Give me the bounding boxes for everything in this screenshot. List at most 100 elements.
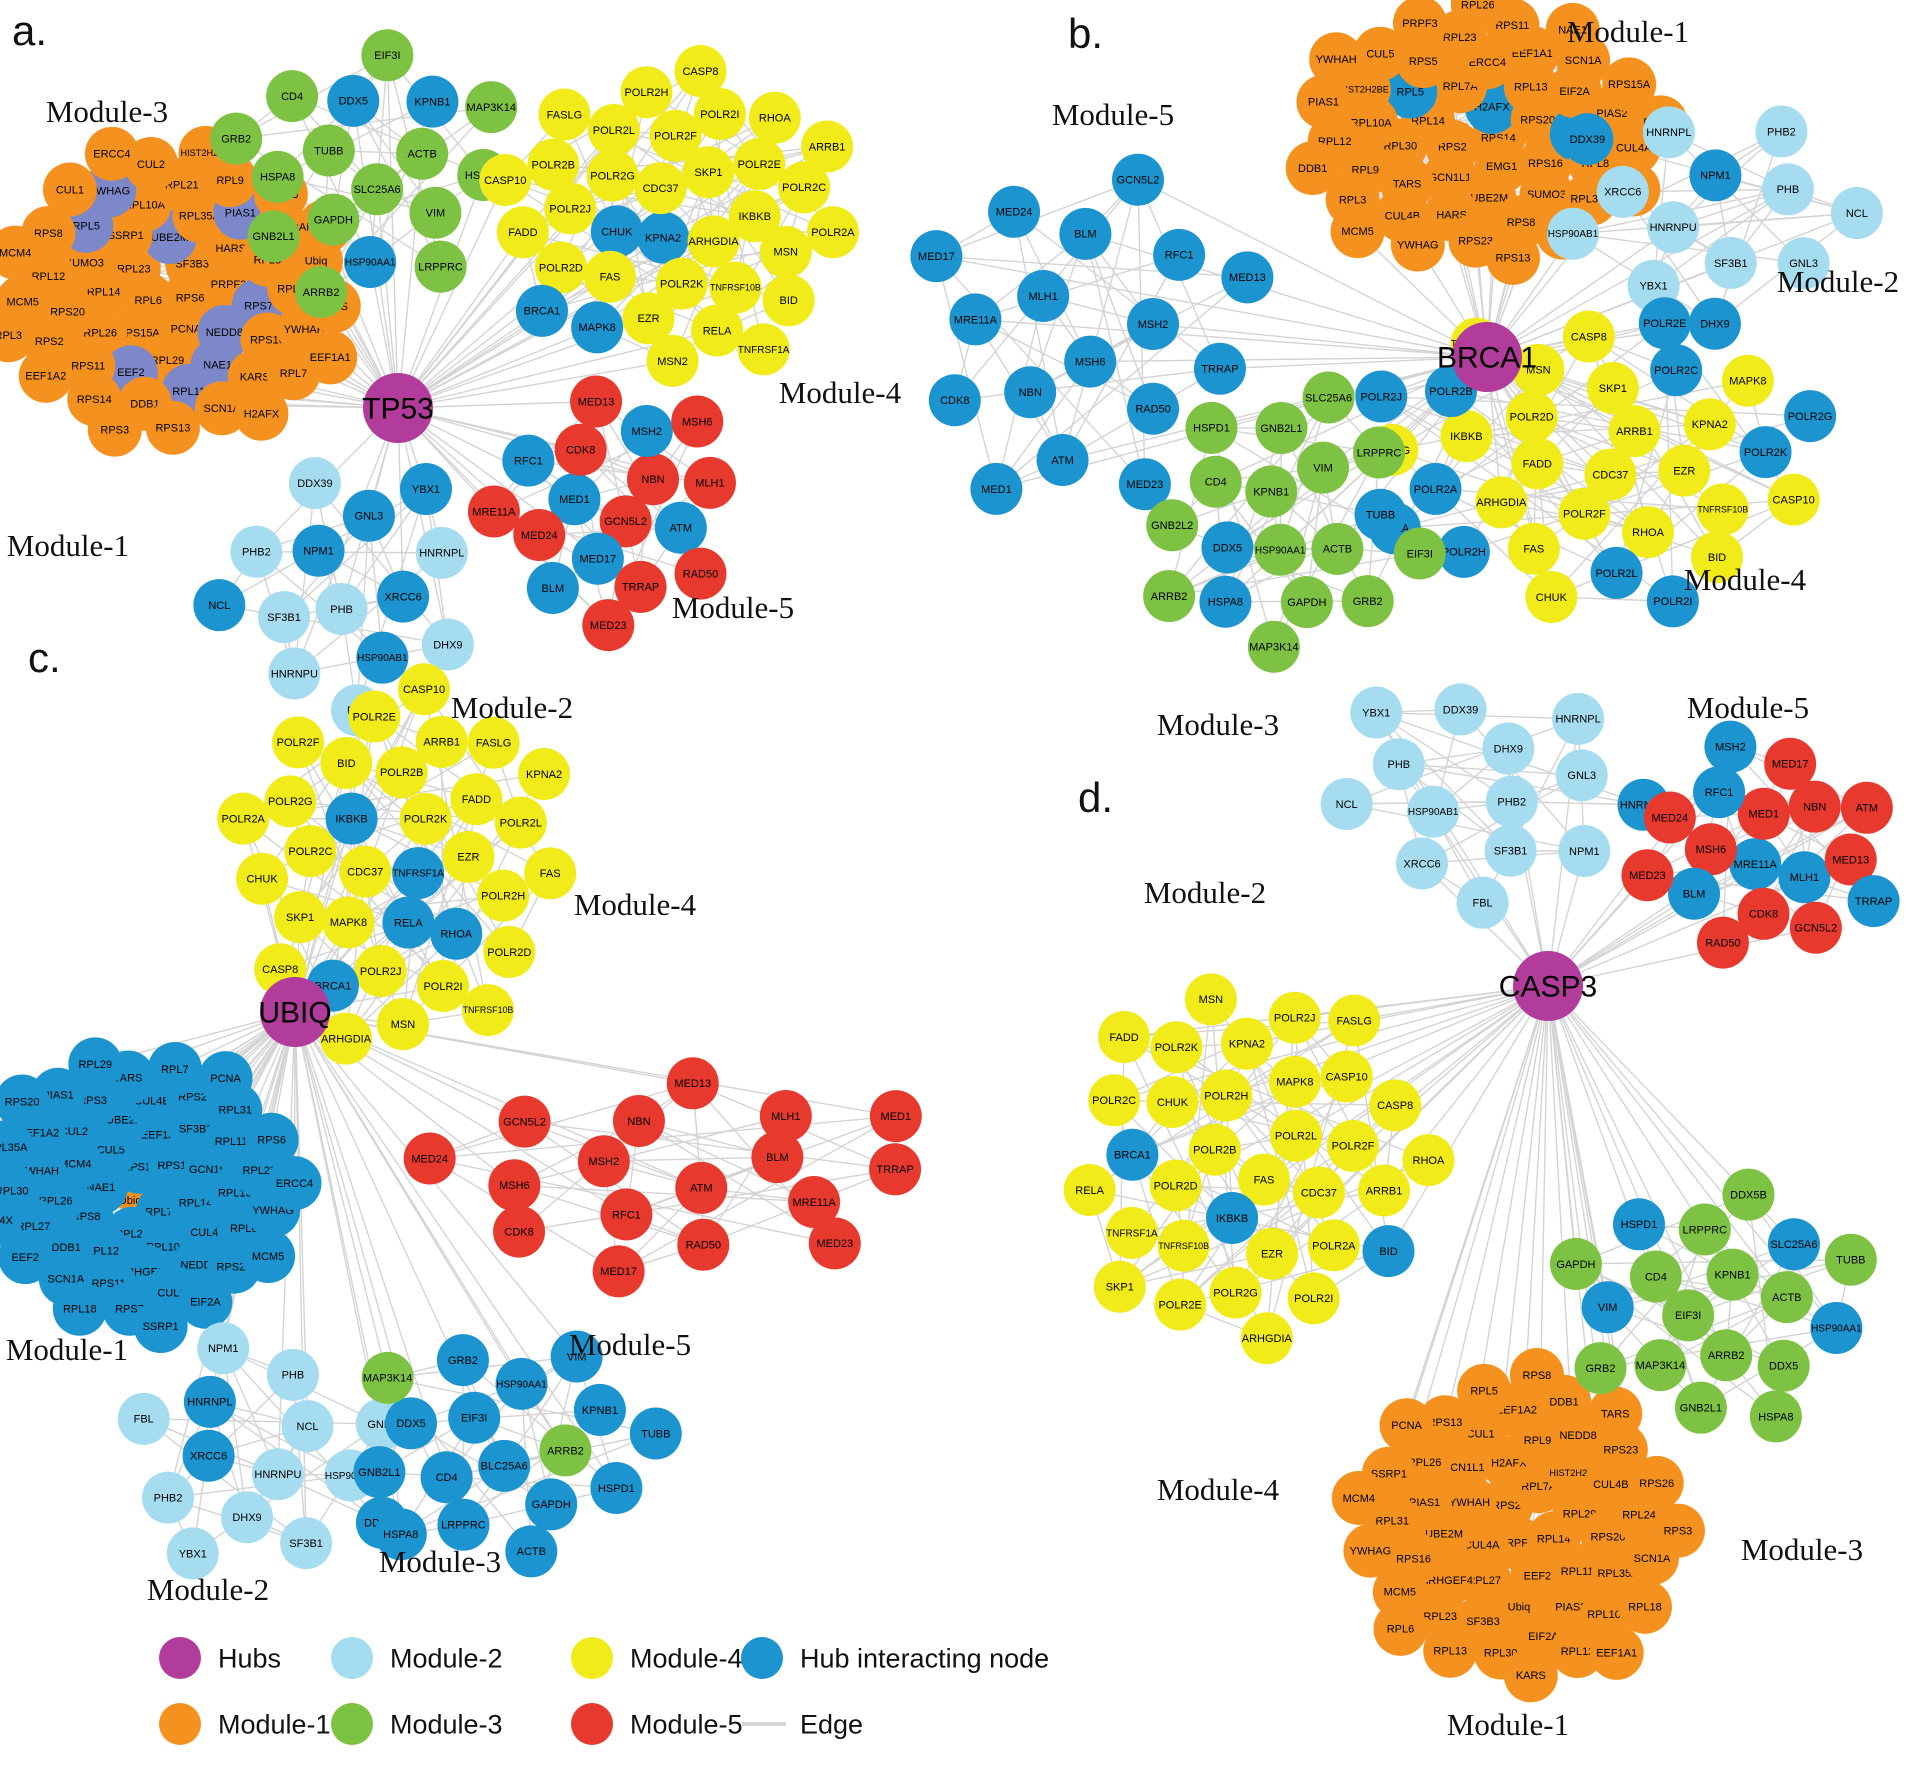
node-label: EEF2 <box>12 1252 40 1264</box>
node-label: CDC37 <box>1592 469 1628 481</box>
node-label: CASP10 <box>484 175 526 187</box>
node-label: RPL29 <box>1563 1508 1597 1520</box>
node-label: POLR2B <box>1429 386 1472 398</box>
node-label: EIF2A <box>1528 1631 1559 1643</box>
node-label: RELA <box>394 917 423 929</box>
node-ARRB1: ARRB1 <box>1608 405 1661 458</box>
node-label: POLR2D <box>1510 412 1554 424</box>
panel-letter-c: c. <box>28 634 61 681</box>
edge <box>1466 423 1710 437</box>
node-MED23: MED23 <box>1621 849 1674 902</box>
node-label: CASP10 <box>1326 1071 1368 1083</box>
hub-label: TP53 <box>362 393 434 426</box>
node-RHOA: RHOA <box>1402 1134 1455 1187</box>
node-label: HIST2H2BE <box>1339 85 1389 95</box>
legend-item-module-4: Module-4 <box>571 1637 743 1679</box>
node-HSP90AA1: HSP90AA1 <box>1254 523 1307 576</box>
node-shape <box>221 1491 274 1544</box>
node-shape <box>1127 298 1180 351</box>
node-label: MED17 <box>580 554 617 566</box>
node-label: RHOA <box>1632 527 1664 539</box>
node-shape <box>677 1218 730 1271</box>
node-label: EZR <box>1261 1249 1283 1261</box>
node-label: RPL18 <box>63 1304 97 1316</box>
node-shape <box>539 1424 592 1477</box>
node-label: RPL12 <box>85 1246 119 1258</box>
node-MLH1: MLH1 <box>1778 851 1831 904</box>
node-label: BID <box>337 758 355 770</box>
node-BID: BID <box>1691 531 1744 584</box>
node-shape <box>577 1135 630 1188</box>
node-label: HARS <box>1436 209 1467 221</box>
node-CDK8: CDK8 <box>1737 887 1790 940</box>
node-label: SCN1A <box>204 403 241 415</box>
edge <box>1700 1243 1795 1409</box>
node-shape <box>1320 1050 1373 1103</box>
node-label: RPL35A <box>179 210 221 222</box>
node-label: NPM1 <box>1700 170 1731 182</box>
node-shape <box>515 284 568 337</box>
node-shape <box>483 925 536 978</box>
node-MED1: MED1 <box>869 1090 922 1143</box>
node-POLR2H: POLR2H <box>477 869 530 922</box>
node-shape <box>1739 426 1792 479</box>
node-shape <box>1761 163 1814 216</box>
node-TNFRSF1A: TNFRSF1A <box>392 847 444 900</box>
node-SF3B1: SF3B1 <box>258 591 311 644</box>
node-label: RPL31 <box>1375 1516 1409 1528</box>
node-shape <box>1355 370 1408 423</box>
node-GRB2: GRB2 <box>210 112 263 165</box>
edge <box>293 407 399 674</box>
node-LRPPRC: LRPPRC <box>1353 426 1406 479</box>
node-label: CD4 <box>281 91 303 103</box>
edge <box>1653 188 1789 287</box>
node-label: ARHGDIA <box>321 1034 372 1046</box>
node-label: IKBKB <box>1216 1213 1248 1225</box>
node-label: NAE1 <box>203 360 232 372</box>
node-label: TARS <box>114 1072 143 1084</box>
node-label: UBE2M <box>1470 192 1508 204</box>
node-MAP3K14: MAP3K14 <box>361 1351 414 1404</box>
node-label: YBX1 <box>412 484 440 496</box>
node-label: POLR2J <box>360 966 402 978</box>
node-label: NPM1 <box>208 1343 239 1355</box>
node-label: MED1 <box>981 484 1012 496</box>
node-label: HNRNPU <box>254 1469 301 1481</box>
node-shape <box>1830 187 1883 240</box>
node-label: SF3B3 <box>1466 1616 1500 1628</box>
node-label: RPL7A <box>1443 81 1479 93</box>
node-RPS3: RPS3 <box>87 402 142 457</box>
node-label: RPL35A <box>0 1142 28 1154</box>
node-label: PHB <box>1777 184 1800 196</box>
node-POLR2F: POLR2F <box>1326 1119 1379 1172</box>
hub-CASP3: CASP3 <box>1499 951 1597 1021</box>
node-NBN: NBN <box>627 453 680 506</box>
node-shape <box>590 205 643 258</box>
node-label: HNRNPU <box>1650 222 1697 234</box>
node-HSP90AA1: HSP90AA1 <box>1810 1301 1863 1354</box>
node-DDX39: DDX39 <box>1434 683 1487 736</box>
node-shape <box>406 75 459 128</box>
node-label: YBX1 <box>1362 707 1390 719</box>
edge <box>995 361 1091 490</box>
node-label: POLR2L <box>1595 568 1637 580</box>
node-shape <box>1485 230 1540 285</box>
node-MAP3K14: MAP3K14 <box>465 81 518 134</box>
node-shape <box>247 210 300 263</box>
node-shape <box>1307 1219 1360 1272</box>
node-ARHGDIA: ARHGDIA <box>1240 1312 1293 1365</box>
node-label: NAE1 <box>1558 25 1587 37</box>
node-shape <box>467 485 520 538</box>
node-shape <box>1704 720 1757 773</box>
node-RFC1: RFC1 <box>1153 228 1206 281</box>
node-FASLG: FASLG <box>538 88 591 141</box>
node-label: CASP8 <box>262 964 298 976</box>
node-POLR2I: POLR2I <box>1287 1272 1340 1325</box>
edge <box>1346 718 1579 805</box>
node-RPS3: RPS3 <box>1650 1503 1705 1558</box>
node-SKP1: SKP1 <box>1093 1260 1146 1313</box>
edge <box>294 1011 505 1467</box>
node-label: NBN <box>1019 387 1042 399</box>
node-shape <box>42 162 97 217</box>
edge <box>1547 985 1706 1230</box>
